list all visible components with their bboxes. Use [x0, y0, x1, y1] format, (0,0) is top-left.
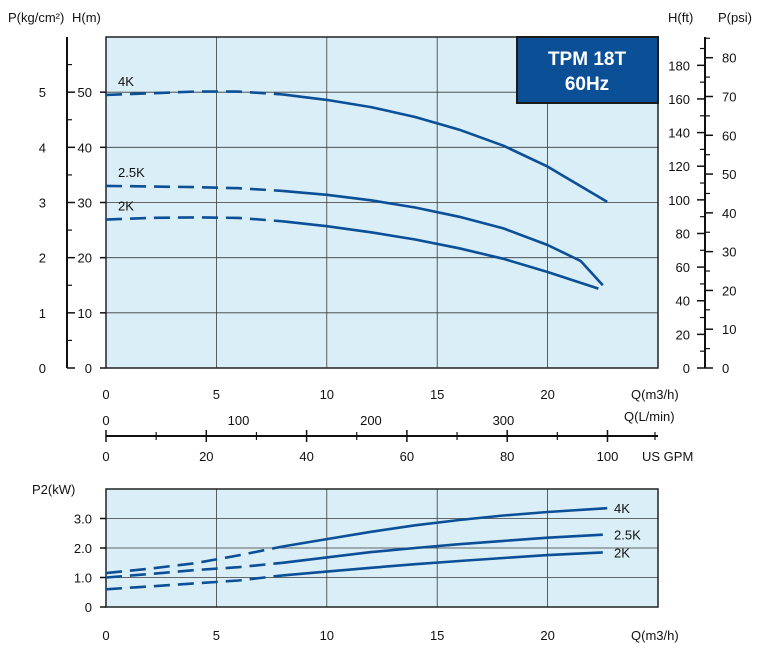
flow-gpm-axis-title: US GPM: [642, 449, 693, 464]
head-m-tick-label: 20: [78, 251, 92, 266]
power-2-5k-curve-dashed: [105, 561, 283, 579]
flow-m3h-tick-label-top: 5: [213, 387, 220, 402]
power-2-5k-curve-solid: [282, 533, 603, 565]
flow-lpm-tick-label: 300: [493, 413, 515, 428]
pressure-psi-axis-title: P(psi): [718, 10, 752, 25]
power-grid: [106, 489, 658, 607]
head-ft-tick-label: 80: [676, 226, 690, 241]
head-series-label: 2K: [118, 199, 134, 214]
head-series-label: 2.5K: [118, 165, 145, 180]
head-m-tick-label: 40: [78, 140, 92, 155]
model-name: TPM 18T: [548, 49, 627, 70]
head-2-5k-curve-solid: [282, 189, 604, 287]
flow-m3h-axis-title-top: Q(m3/h): [631, 387, 679, 402]
flow-lpm-tick-label: 200: [360, 413, 382, 428]
flow-m3h-tick-label-bottom: 5: [213, 628, 220, 643]
pressure-kgcm2-tick-label: 0: [39, 361, 46, 376]
head-4k-curve-solid: [282, 93, 608, 204]
head-ft-tick-label: 140: [668, 126, 690, 141]
power-4k-curve-solid: [282, 506, 608, 548]
head-ft-axis-title: H(ft): [668, 10, 693, 25]
power-2k-curve-solid: [282, 551, 603, 577]
flow-gpm-tick-label: 0: [102, 449, 109, 464]
pressure-kgcm2-tick-label: 2: [39, 251, 46, 266]
head-series-label: 4K: [118, 74, 134, 89]
flow-gpm-tick-label: 100: [597, 449, 619, 464]
pressure-kgcm2-tick-label: 1: [39, 306, 46, 321]
power-tick-label: 0: [85, 600, 92, 615]
flow-m3h-tick-label-bottom: 20: [540, 628, 554, 643]
pressure-psi-tick-label: 60: [722, 128, 736, 143]
flow-lpm-axis-title: Q(L/min): [624, 409, 675, 424]
power-tick-label: 1.0: [74, 571, 92, 586]
head-ft-tick-label: 180: [668, 58, 690, 73]
flow-gpm-axis: 0 20 40 60 80 100: [102, 430, 656, 464]
flow-m3h-axis-title-bottom: Q(m3/h): [631, 628, 679, 643]
head-4k-curve-dashed: [105, 90, 283, 97]
flow-m3h-tick-label-top: 15: [430, 387, 444, 402]
head-m-tick-label: 30: [78, 196, 92, 211]
flow-m3h-tick-label-bottom: 10: [320, 628, 334, 643]
power-tick-label: 2.0: [74, 541, 92, 556]
flow-gpm-tick-label: 20: [199, 449, 213, 464]
head-ft-tick-label: 120: [668, 159, 690, 174]
frequency-label: 60Hz: [565, 74, 609, 95]
flow-m3h-tick-label-bottom: 0: [102, 628, 109, 643]
power-series-label: 2.5K: [614, 528, 641, 543]
power-tick-label: 3.0: [74, 512, 92, 527]
head-ft-tick-label: 60: [676, 260, 690, 275]
head-2k-curve-solid: [282, 220, 599, 290]
flow-m3h-tick-label-top: 20: [540, 387, 554, 402]
head-ft-tick-label: 0: [683, 361, 690, 376]
head-ft-tick-label: 160: [668, 92, 690, 107]
pressure-kgcm2-tick-label: 4: [39, 140, 46, 155]
pressure-kgcm2-tick-label: 3: [39, 196, 46, 211]
pressure-psi-tick-label: 80: [722, 51, 736, 66]
pressure-psi-tick-label: 70: [722, 89, 736, 104]
pressure-psi-tick-label: 30: [722, 245, 736, 260]
head-m-tick-label: 0: [85, 361, 92, 376]
flow-gpm-tick-label: 40: [299, 449, 313, 464]
power-4k-curve-dashed: [105, 545, 283, 575]
head-2-5k-curve-dashed: [105, 184, 283, 193]
pressure-psi-tick-label: 10: [722, 322, 736, 337]
pressure-kgcm2-tick-label: 5: [39, 85, 46, 100]
power-2k-curve-dashed: [105, 574, 283, 591]
flow-lpm-axis: 0 100 200 300: [102, 413, 514, 428]
flow-lpm-tick-label: 100: [228, 413, 250, 428]
head-m-axis-title: H(m): [72, 10, 101, 25]
head-m-tick-label: 10: [78, 306, 92, 321]
power-series-label: 4K: [614, 501, 630, 516]
power-axis-title: P2(kW): [32, 482, 75, 497]
head-m-tick-label: 50: [78, 85, 92, 100]
model-badge: TPM 18T 60Hz: [516, 36, 659, 104]
flow-m3h-tick-label-top: 0: [102, 387, 109, 402]
head-ft-tick-label: 40: [676, 294, 690, 309]
pressure-psi-tick-label: 20: [722, 283, 736, 298]
flow-m3h-tick-label-bottom: 15: [430, 628, 444, 643]
head-2k-curve-dashed: [105, 216, 283, 223]
flow-m3h-tick-label-top: 10: [320, 387, 334, 402]
power-series-label: 2K: [614, 545, 630, 560]
flow-gpm-tick-label: 60: [400, 449, 414, 464]
pressure-psi-tick-label: 0: [722, 361, 729, 376]
flow-lpm-tick-label: 0: [102, 413, 109, 428]
pressure-kgcm2-axis-title: P(kg/cm²): [8, 10, 64, 25]
head-ft-tick-label: 20: [676, 327, 690, 342]
pressure-psi-tick-label: 40: [722, 206, 736, 221]
pressure-psi-tick-label: 50: [722, 167, 736, 182]
head-ft-tick-label: 100: [668, 193, 690, 208]
model-badge-box: [516, 36, 659, 104]
flow-gpm-tick-label: 80: [500, 449, 514, 464]
